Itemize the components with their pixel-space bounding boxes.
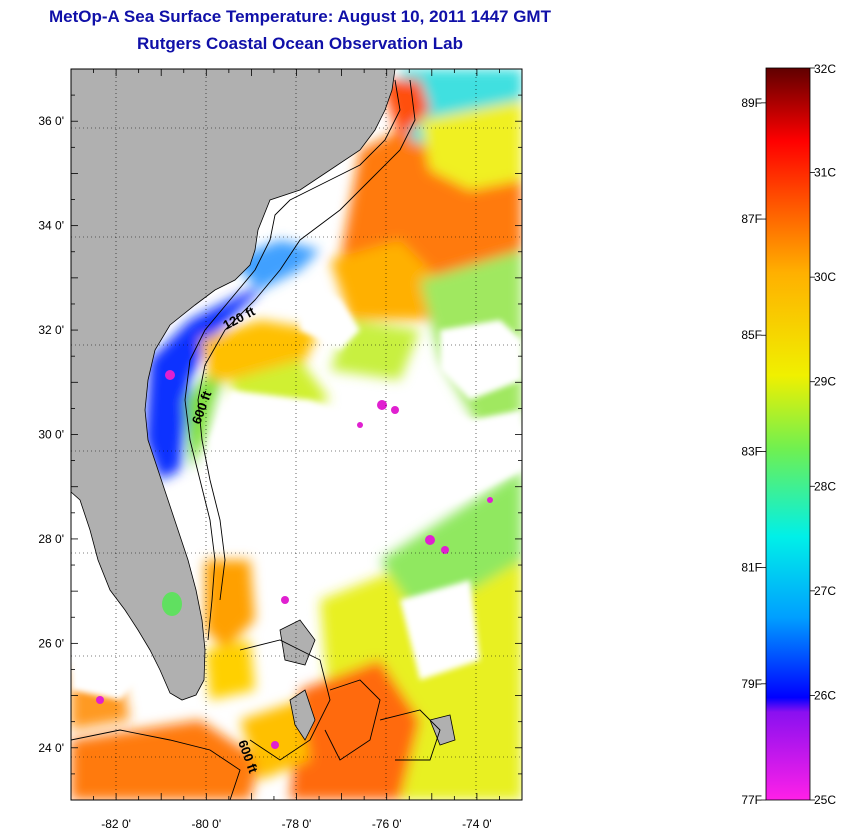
fahrenheit-tick-label: 79F xyxy=(741,677,762,691)
land xyxy=(71,69,456,746)
fahrenheit-tick-label: 89F xyxy=(741,96,762,110)
bathymetry-contours xyxy=(71,79,441,800)
latitude-axis: 24 0' 26 0' 28 0' 30 0' 32 0' 34 0' 36 0' xyxy=(38,68,522,801)
celsius-tick-label: 32C xyxy=(814,62,836,76)
lon-tick-label: -82 0' xyxy=(101,817,131,831)
celsius-tick-label: 26C xyxy=(814,688,836,702)
lat-tick-label: 28 0' xyxy=(38,532,64,546)
lat-tick-label: 34 0' xyxy=(38,219,64,233)
lon-tick-label: -74 0' xyxy=(462,817,492,831)
fahrenheit-tick-label: 85F xyxy=(741,328,762,342)
celsius-tick-label: 30C xyxy=(814,270,836,284)
colorbar xyxy=(765,67,811,801)
cold-speckles xyxy=(96,370,493,749)
lat-tick-label: 32 0' xyxy=(38,323,64,337)
lat-tick-label: 30 0' xyxy=(38,428,64,442)
celsius-tick-label: 29C xyxy=(814,375,836,389)
fahrenheit-tick-label: 87F xyxy=(741,212,762,226)
lat-tick-label: 24 0' xyxy=(38,741,64,755)
map-subtitle: Rutgers Coastal Ocean Observation Lab xyxy=(137,34,463,53)
colorbar-fahrenheit-scale: 89F 87F 85F 83F 81F 79F 77F xyxy=(741,96,766,807)
lon-tick-label: -76 0' xyxy=(372,817,402,831)
sst-field: 120 ft 600 ft 600 ft xyxy=(71,69,522,800)
map-title: MetOp-A Sea Surface Temperature: August … xyxy=(49,7,551,26)
fahrenheit-tick-label: 81F xyxy=(741,561,762,575)
lake-okeechobee xyxy=(162,592,182,616)
lon-tick-label: -80 0' xyxy=(191,817,221,831)
celsius-tick-label: 28C xyxy=(814,479,836,493)
celsius-tick-label: 31C xyxy=(814,166,836,180)
lat-tick-label: 26 0' xyxy=(38,636,64,650)
fahrenheit-tick-label: 83F xyxy=(741,444,762,458)
celsius-tick-label: 27C xyxy=(814,584,836,598)
lat-tick-label: 36 0' xyxy=(38,114,64,128)
celsius-tick-label: 25C xyxy=(814,793,836,807)
colorbar-celsius-scale: 32C 31C 30C 29C 28C 27C 26C 25C xyxy=(810,62,836,807)
longitude-axis: -82 0' -80 0' -78 0' -76 0' -74 0' xyxy=(70,69,523,831)
fahrenheit-tick-label: 77F xyxy=(741,793,762,807)
lon-tick-label: -78 0' xyxy=(282,817,312,831)
